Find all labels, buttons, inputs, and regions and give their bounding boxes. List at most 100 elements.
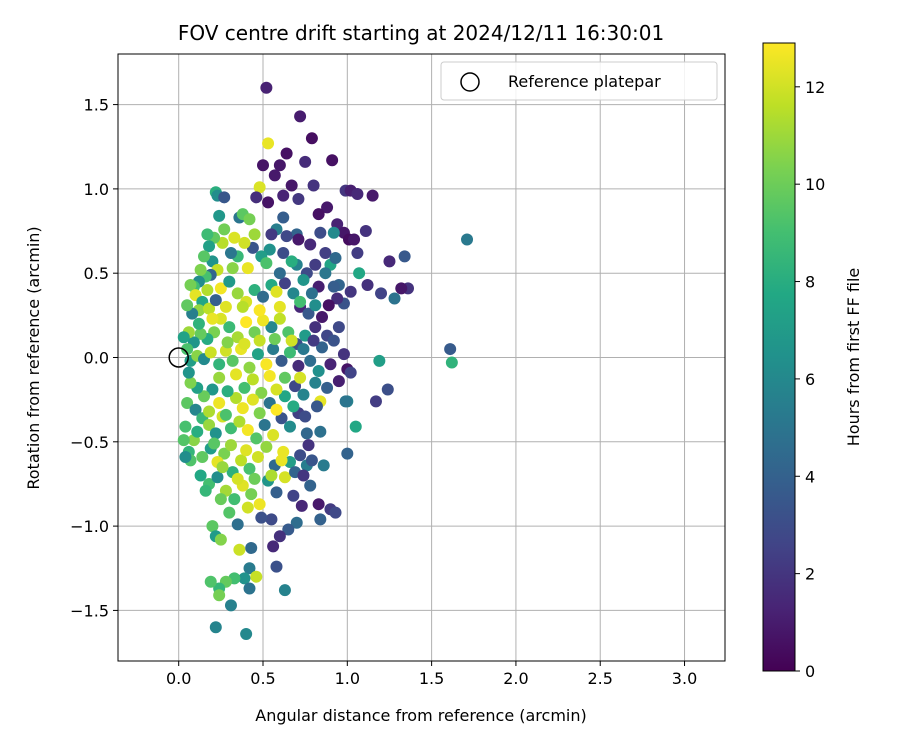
data-point xyxy=(181,343,194,356)
data-point xyxy=(304,354,317,367)
data-point xyxy=(327,280,340,293)
data-point xyxy=(211,471,224,484)
data-point xyxy=(224,422,237,435)
data-point xyxy=(332,375,345,388)
data-point xyxy=(353,267,366,280)
data-point xyxy=(209,621,222,634)
data-point xyxy=(236,300,249,313)
data-point xyxy=(243,213,256,226)
data-point xyxy=(253,181,266,194)
data-point xyxy=(270,403,283,416)
data-point xyxy=(444,343,457,356)
data-point xyxy=(285,255,298,268)
data-point xyxy=(339,395,352,408)
data-point xyxy=(275,454,288,467)
data-point xyxy=(240,316,253,329)
data-point xyxy=(329,506,342,519)
data-point xyxy=(292,193,305,206)
data-point xyxy=(246,373,259,386)
data-point xyxy=(258,418,271,431)
data-point xyxy=(179,450,192,463)
data-point xyxy=(189,403,202,416)
data-point xyxy=(196,450,209,463)
y-tick-label: 0.5 xyxy=(84,264,109,283)
data-point xyxy=(214,312,227,325)
data-point xyxy=(209,294,222,307)
x-tick-label: 0.0 xyxy=(166,669,191,688)
data-point xyxy=(359,225,372,238)
data-point xyxy=(287,400,300,413)
data-point xyxy=(213,209,226,222)
data-point xyxy=(251,450,264,463)
data-point xyxy=(297,343,310,356)
data-point xyxy=(327,226,340,239)
data-point xyxy=(369,395,382,408)
data-point xyxy=(319,246,332,259)
legend-box xyxy=(440,61,718,101)
data-point xyxy=(203,418,216,431)
data-point xyxy=(307,334,320,347)
data-point xyxy=(251,348,264,361)
data-point xyxy=(250,570,263,583)
data-point xyxy=(201,228,214,241)
data-point xyxy=(218,447,231,460)
data-point xyxy=(316,341,329,354)
data-point xyxy=(305,287,318,300)
data-point xyxy=(206,520,219,533)
data-point xyxy=(221,336,234,349)
data-point xyxy=(194,469,207,482)
data-point xyxy=(238,381,251,394)
x-tick-label: 2.0 xyxy=(503,669,528,688)
data-point xyxy=(300,427,313,440)
data-point xyxy=(181,397,194,410)
data-point xyxy=(233,543,246,556)
data-point xyxy=(461,233,474,246)
data-point xyxy=(214,493,227,506)
data-point xyxy=(305,454,318,467)
data-point xyxy=(327,334,340,347)
data-point xyxy=(294,110,307,123)
data-point xyxy=(203,302,216,315)
data-point xyxy=(184,278,197,291)
data-point xyxy=(344,285,357,298)
data-point xyxy=(375,287,388,300)
data-point xyxy=(322,299,335,312)
data-point xyxy=(366,189,379,202)
data-point xyxy=(319,267,332,280)
data-point xyxy=(253,334,266,347)
data-point xyxy=(305,132,318,145)
data-point xyxy=(265,469,278,482)
data-point xyxy=(292,233,305,246)
data-point xyxy=(199,484,212,497)
data-point xyxy=(304,479,317,492)
data-point xyxy=(273,530,286,543)
data-point xyxy=(302,439,315,452)
data-point xyxy=(181,299,194,312)
legend-entry: Reference platepar xyxy=(508,72,661,91)
data-point xyxy=(307,179,320,192)
data-point xyxy=(312,498,325,511)
data-point xyxy=(238,338,251,351)
colorbar-tick-label: 4 xyxy=(805,467,815,486)
data-point xyxy=(294,449,307,462)
data-point xyxy=(213,358,226,371)
data-point xyxy=(182,366,195,379)
data-point xyxy=(257,159,270,172)
data-points xyxy=(177,81,474,641)
colorbar-gradient xyxy=(762,42,796,672)
data-point xyxy=(267,540,280,553)
data-point xyxy=(216,461,229,474)
data-point xyxy=(309,321,322,334)
data-point xyxy=(280,230,293,243)
data-point xyxy=(213,589,226,602)
data-point xyxy=(208,437,221,450)
y-axis-label: Rotation from reference (arcmin) xyxy=(24,226,43,489)
data-point xyxy=(273,159,286,172)
data-point xyxy=(299,410,312,423)
data-point xyxy=(214,533,227,546)
data-point xyxy=(206,312,219,325)
data-point xyxy=(231,287,244,300)
data-point xyxy=(268,332,281,345)
data-point xyxy=(223,275,236,288)
